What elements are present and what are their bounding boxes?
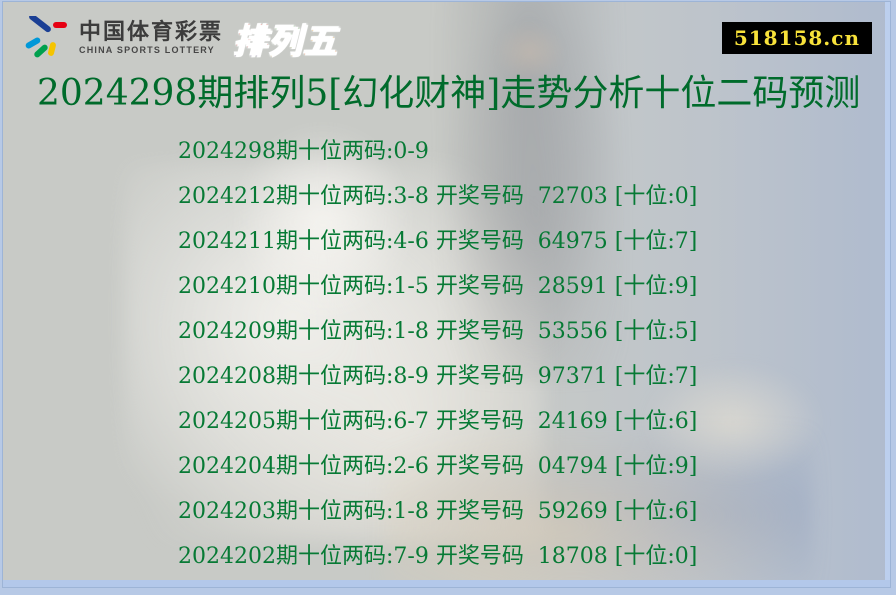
prediction-row: 2024298期十位两码:0-9 — [178, 138, 429, 164]
prediction-row: 2024211期十位两码:4-6 开奖号码 64975 [十位:7] — [178, 228, 698, 254]
china-sports-lottery-icon — [25, 16, 67, 58]
bottom-edge-strip — [3, 580, 890, 587]
prediction-row: 2024210期十位两码:1-5 开奖号码 28591 [十位:9] — [178, 273, 698, 299]
prediction-row: 2024212期十位两码:3-8 开奖号码 72703 [十位:0] — [178, 183, 698, 209]
brand-char: 五 — [303, 22, 339, 61]
right-edge-strip — [885, 2, 890, 587]
prediction-row: 2024203期十位两码:1-8 开奖号码 59269 [十位:6] — [178, 498, 698, 524]
prediction-list: 2024298期十位两码:0-9 2024212期十位两码:3-8 开奖号码 7… — [178, 126, 697, 576]
header-logo: 中国体育彩票 CHINA SPORTS LOTTERY 排列五 — [23, 14, 338, 62]
brand-char: 列 — [268, 22, 304, 61]
prediction-row: 2024205期十位两码:6-7 开奖号码 24169 [十位:6] — [178, 408, 698, 434]
logo-english-name: CHINA SPORTS LOTTERY — [79, 45, 215, 55]
brand-char: 排 — [233, 22, 269, 61]
prediction-row: 2024202期十位两码:7-9 开奖号码 18708 [十位:0] — [178, 543, 698, 569]
logo-game-name: 排列五 — [233, 14, 338, 63]
logo-chinese-name: 中国体育彩票 — [79, 19, 224, 44]
prediction-row: 2024204期十位两码:2-6 开奖号码 04794 [十位:9] — [178, 453, 698, 479]
site-url-badge[interactable]: 518158.cn — [721, 22, 872, 54]
page-title: 2024298期排列5[幻化财神]走势分析十位二码预测 — [37, 73, 861, 114]
prediction-row: 2024209期十位两码:1-8 开奖号码 53556 [十位:5] — [178, 318, 698, 344]
logo-text: 中国体育彩票 CHINA SPORTS LOTTERY — [79, 21, 223, 55]
page-background: 中国体育彩票 CHINA SPORTS LOTTERY 排列五 518158.c… — [3, 2, 890, 587]
prediction-row: 2024208期十位两码:8-9 开奖号码 97371 [十位:7] — [178, 363, 698, 389]
